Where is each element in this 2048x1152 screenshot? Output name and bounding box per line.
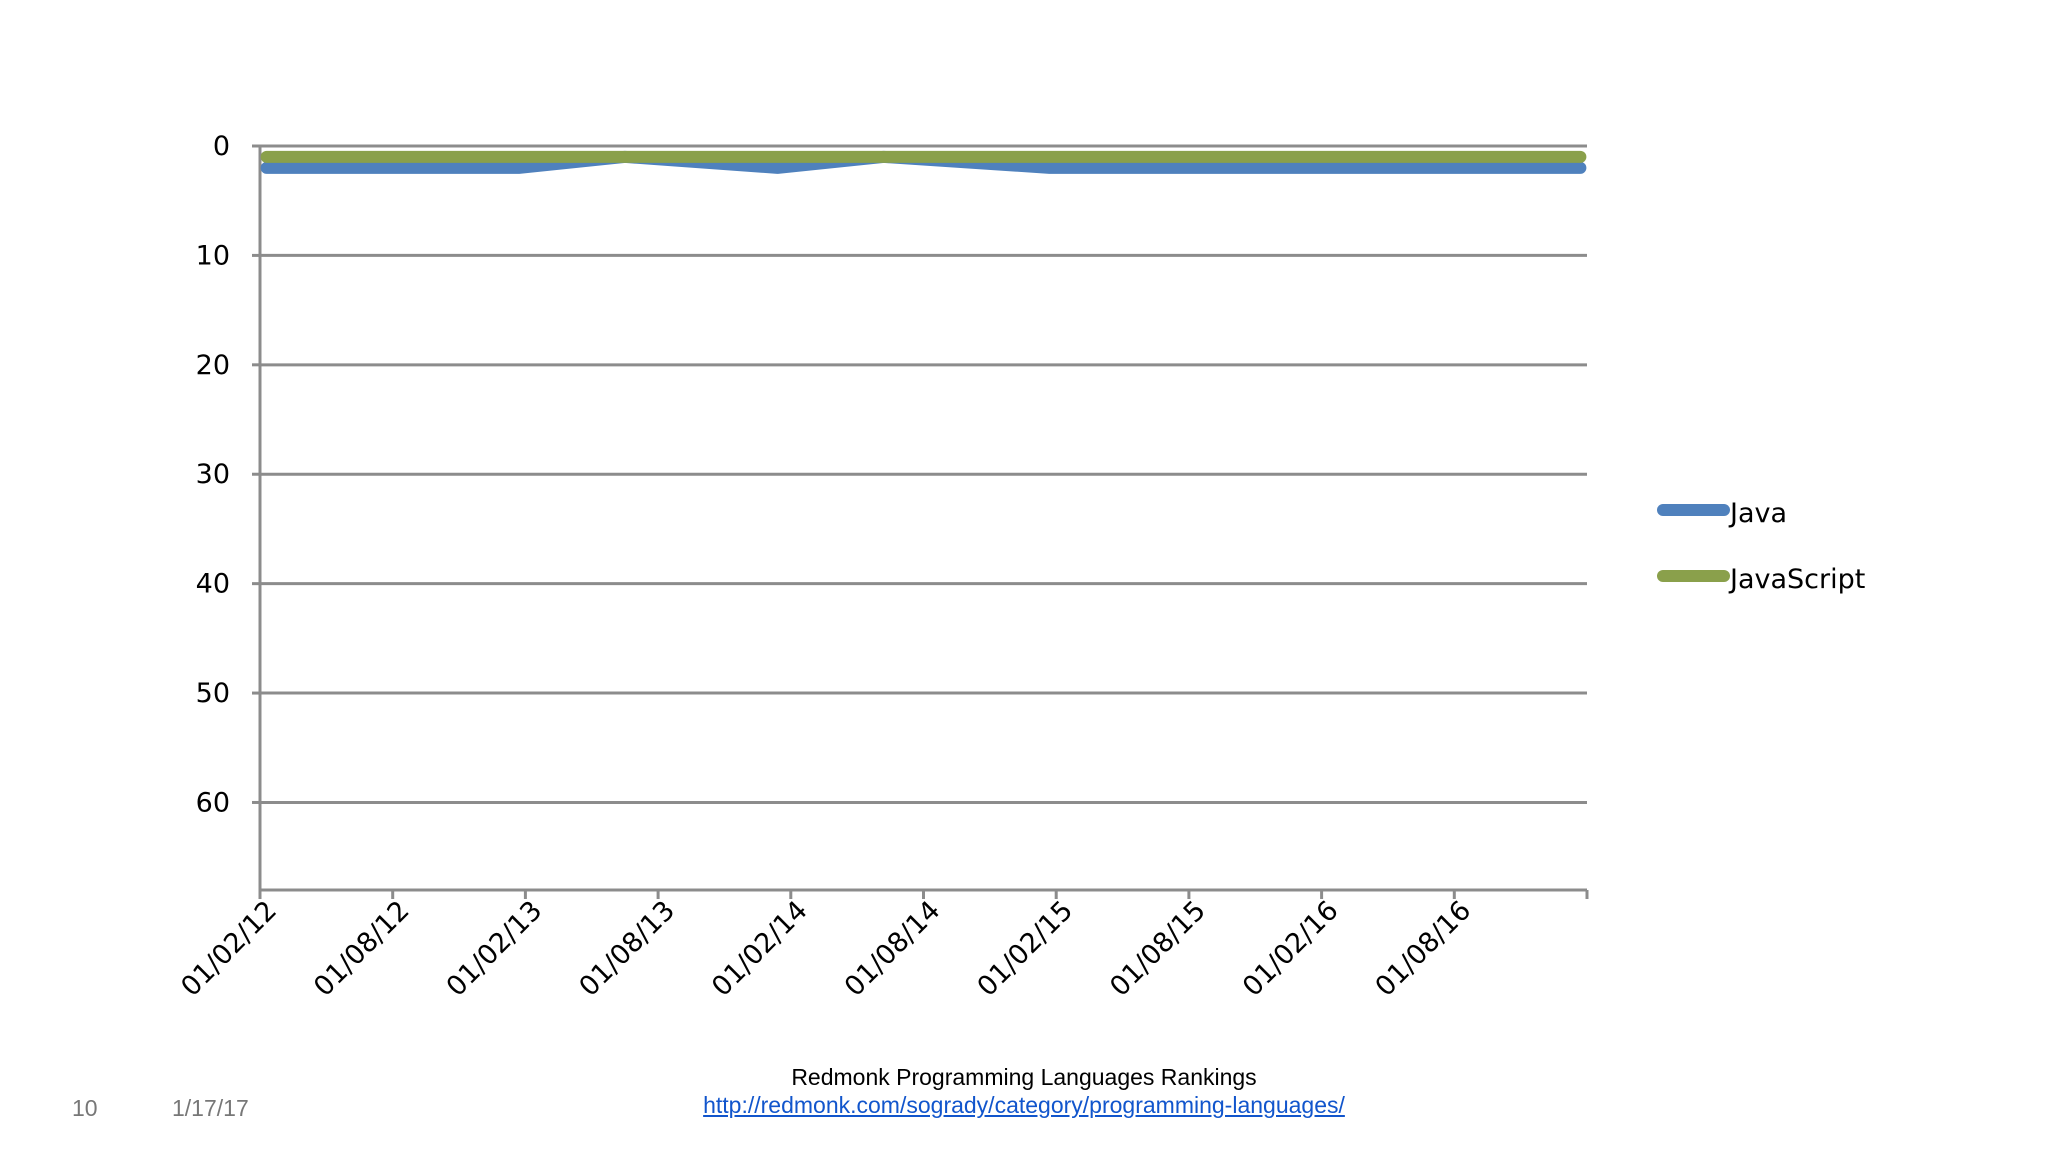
x-tick-label: 01/02/13 (441, 895, 549, 1003)
series-lines (260, 150, 1587, 174)
y-tick-label: 60 (196, 787, 230, 818)
x-tick-label: 01/02/14 (706, 895, 814, 1003)
y-tick-label: 20 (196, 350, 230, 381)
y-tick-label: 0 (213, 131, 230, 162)
axes (252, 144, 1589, 899)
y-tick-label: 10 (196, 240, 230, 271)
legend-label-javascript: JavaScript (1728, 564, 1865, 595)
source-link[interactable]: http://redmonk.com/sogrady/category/prog… (703, 1092, 1345, 1118)
y-tick-label: 40 (196, 569, 230, 600)
x-tick-label: 01/08/14 (839, 895, 947, 1003)
y-tick-label: 30 (196, 459, 230, 490)
legend-label-java: Java (1728, 498, 1787, 529)
slide-number: 10 (72, 1095, 98, 1121)
source-title: Redmonk Programming Languages Rankings (791, 1064, 1257, 1090)
slide-date: 1/17/17 (172, 1095, 249, 1121)
x-tick-labels: 01/02/12 01/08/12 01/02/13 01/08/13 01/02/14… (175, 895, 1477, 1003)
x-tick-label: 01/08/13 (573, 895, 681, 1003)
x-tick-label: 01/08/12 (308, 895, 416, 1003)
x-tick-label: 01/02/16 (1237, 895, 1345, 1003)
x-tick-label: 01/08/15 (1104, 895, 1212, 1003)
x-tick-label: 01/02/12 (175, 895, 283, 1003)
y-tick-label: 50 (196, 678, 230, 709)
grid-lines (260, 144, 1587, 804)
x-tick-label: 01/02/15 (971, 895, 1079, 1003)
y-tick-labels: 0 10 20 30 40 50 60 (196, 131, 230, 818)
x-tick-label: 01/08/16 (1370, 895, 1478, 1003)
legend: Java JavaScript (1657, 498, 1865, 595)
